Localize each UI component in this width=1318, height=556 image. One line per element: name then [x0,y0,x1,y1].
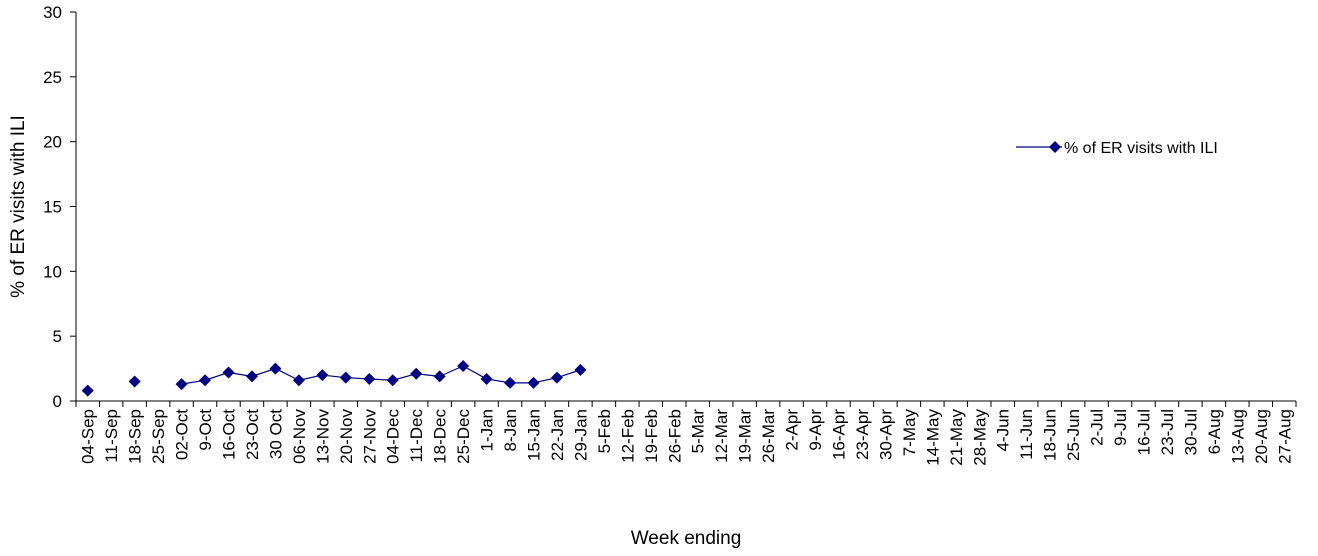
x-tick-label: 12-Feb [618,409,637,463]
x-tick-label: 27-Nov [360,409,379,464]
y-tick-label: 20 [43,133,62,152]
x-tick-label: 15-Jan [525,409,544,461]
y-tick-label: 30 [43,3,62,22]
x-axis: 04-Sep 11-Sep 18-Sep 25-Sep 02-Oct 9-Oct 16-Oc… [75,400,1297,466]
x-tick-label: 27-Aug [1275,409,1294,464]
x-tick-label: 11-Dec [407,409,426,463]
x-axis-title: Week ending [631,528,742,549]
data-point [410,367,423,380]
x-tick-label: 1-Jan [478,409,497,452]
x-tick-label: 11-Jun [1017,409,1036,460]
x-tick-label: 21-May [947,409,966,466]
x-tick-label: 06-Nov [290,409,309,464]
x-tick-label: 26-Feb [665,409,684,463]
x-tick-label: 29-Jan [571,409,590,461]
x-tick-label: 19-Mar [736,409,755,463]
x-tick-label: 04-Sep [79,409,98,464]
legend: % of ER visits with ILI [1016,140,1218,157]
data-point [550,371,563,384]
x-tick-label: 11-Sep [102,409,121,463]
x-tick-label: 20-Nov [337,409,356,464]
x-tick-label: 13-Nov [313,409,332,464]
data-point [222,366,235,379]
data-point [574,363,587,376]
data-point [199,374,212,387]
x-tick-label: 5-Mar [689,409,708,454]
series-layer [81,359,587,397]
y-tick-label: 15 [43,198,62,217]
x-tick-label: 30-Jul [1181,409,1200,455]
x-tick-label: 9-Apr [806,409,825,451]
x-tick-label: 6-Aug [1205,409,1224,454]
x-tick-label: 12-Mar [712,409,731,463]
y-axis: 0 5 10 15 20 25 30 [43,3,77,411]
data-point [175,378,188,391]
x-tick-label: 20-Aug [1252,409,1271,464]
legend-marker [1049,141,1061,153]
x-tick-label: 13-Aug [1228,409,1247,464]
legend-label: % of ER visits with ILI [1064,140,1218,157]
data-point [433,370,446,383]
x-tick-label: 9-Oct [196,409,215,451]
x-tick-label: 30-Apr [876,409,895,460]
data-point [316,369,329,382]
x-tick-label: 19-Feb [642,409,661,463]
x-tick-label: 18-Jun [1041,409,1060,461]
data-point [457,359,470,372]
x-tick-label: 18-Dec [431,409,450,464]
x-tick-label: 2-Jul [1088,409,1107,446]
x-tick-label: 26-Mar [759,409,778,463]
y-axis-title: % of ER visits with ILI [8,115,29,298]
x-tick-label: 22-Jan [548,409,567,461]
x-tick-label: 25-Jun [1064,409,1083,461]
data-point [504,376,517,389]
x-tick-label: 9-Jul [1111,409,1130,446]
data-point [363,372,376,385]
x-tick-label: 16-Apr [830,409,849,460]
data-point [386,374,399,387]
data-point [527,376,540,389]
x-tick-label: 4-Jun [994,409,1013,452]
x-tick-label: 28-May [970,409,989,466]
x-tick-label: 25-Sep [149,409,168,464]
x-tick-label: 18-Sep [126,409,145,464]
y-tick-label: 10 [43,262,62,281]
x-tick-label: 02-Oct [173,409,192,460]
x-tick-label: 23-Oct [243,409,262,460]
x-tick-label: 04-Dec [384,409,403,464]
data-point [292,374,305,387]
x-tick-label: 30 Oct [266,409,285,459]
x-tick-label: 14-May [923,409,942,466]
x-tick-label: 16-Jul [1135,409,1154,455]
data-point [339,371,352,384]
y-tick-label: 5 [53,327,62,346]
data-point [269,362,282,375]
series-line-segment [462,365,487,380]
y-tick-label: 25 [43,68,62,87]
x-tick-label: 8-Jan [501,409,520,452]
data-point [81,384,94,397]
x-tick-label: 5-Feb [595,409,614,453]
x-tick-label: 23-Apr [853,409,872,460]
x-tick-label: 7-May [900,409,919,457]
x-tick-label: 16-Oct [220,409,239,460]
data-point [480,372,493,385]
x-tick-label: 25-Dec [454,409,473,464]
data-point [245,370,258,383]
x-tick-label: 23-Jul [1158,409,1177,455]
data-point [128,375,141,388]
y-tick-label: 0 [53,392,62,411]
x-tick-label: 2-Apr [783,409,802,451]
